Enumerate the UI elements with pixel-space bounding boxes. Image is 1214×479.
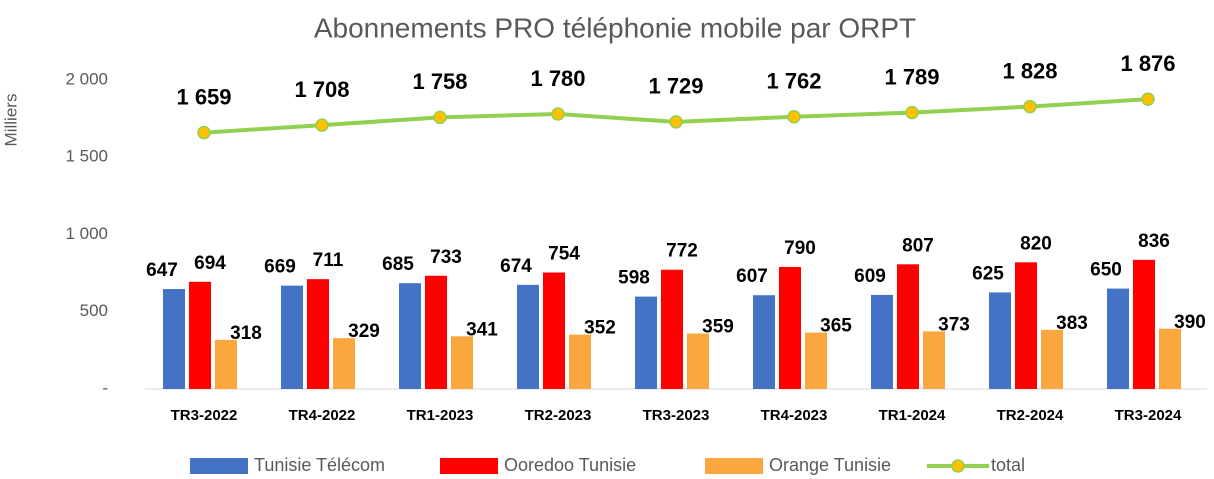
y-tick-label: 2 000 <box>65 69 108 88</box>
data-label: 733 <box>430 247 462 268</box>
data-label: 674 <box>500 256 532 277</box>
data-label: 820 <box>1020 233 1052 254</box>
bar <box>687 333 709 389</box>
bar <box>1015 262 1037 389</box>
bar <box>399 283 421 389</box>
data-label: 694 <box>194 253 226 274</box>
data-label: 650 <box>1090 260 1122 281</box>
line-marker <box>1141 92 1155 106</box>
data-label: 647 <box>146 260 178 281</box>
bar <box>1107 288 1129 389</box>
data-label: 607 <box>736 266 768 287</box>
bar <box>281 285 303 389</box>
bar <box>989 292 1011 389</box>
data-label: 790 <box>784 238 816 259</box>
x-tick-label: TR1-2023 <box>407 407 474 424</box>
data-label: 711 <box>313 250 344 271</box>
bar <box>451 336 473 389</box>
data-label: 625 <box>972 263 1004 284</box>
x-tick-label: TR4-2022 <box>289 407 356 424</box>
data-label: 836 <box>1138 231 1170 252</box>
data-label: 772 <box>666 241 698 262</box>
data-label: 1 789 <box>884 64 939 89</box>
bar <box>517 284 539 389</box>
data-label: 1 708 <box>294 77 349 102</box>
y-tick-label: 500 <box>80 301 108 320</box>
data-label: 383 <box>1056 313 1088 334</box>
chart-title: Abonnements PRO téléphonie mobile par OR… <box>314 12 916 43</box>
data-label: 685 <box>382 254 414 275</box>
data-label: 365 <box>820 316 852 337</box>
line-marker <box>905 105 919 120</box>
legend-swatch <box>190 458 248 474</box>
data-label: 807 <box>902 235 934 256</box>
y-tick-label: 1 500 <box>65 147 108 166</box>
data-label: 598 <box>618 268 650 289</box>
line-marker <box>669 115 683 129</box>
legend-label: total <box>991 455 1025 475</box>
bar <box>753 295 775 389</box>
x-tick-label: TR2-2024 <box>997 407 1064 424</box>
line-marker <box>551 107 565 121</box>
line-marker <box>433 110 447 125</box>
data-label: 1 780 <box>530 66 585 91</box>
bar <box>779 266 801 389</box>
bar <box>569 334 591 389</box>
data-label: 390 <box>1174 312 1206 333</box>
x-tick-label: TR3-2022 <box>171 407 238 424</box>
legend-marker <box>951 459 965 473</box>
y-axis-label: Milliers <box>1 94 20 147</box>
bar <box>1041 329 1063 389</box>
data-label: 359 <box>702 317 734 338</box>
data-label: 754 <box>548 244 580 265</box>
data-label: 329 <box>348 321 380 342</box>
x-tick-label: TR3-2023 <box>643 407 710 424</box>
line-marker <box>787 110 801 124</box>
line-marker <box>1023 99 1037 114</box>
data-label: 1 876 <box>1120 51 1175 76</box>
bar <box>333 338 355 389</box>
data-label: 1 729 <box>648 74 703 99</box>
data-label: 318 <box>230 323 262 344</box>
legend-label: Orange Tunisie <box>769 455 891 475</box>
line-marker <box>315 118 329 132</box>
x-tick-label: TR4-2023 <box>761 407 828 424</box>
data-label: 1 762 <box>766 69 821 94</box>
y-tick-label: - <box>102 378 108 397</box>
data-label: 341 <box>466 319 498 340</box>
data-label: 1 659 <box>176 84 231 109</box>
bar <box>1133 259 1155 389</box>
line-marker <box>197 125 211 140</box>
bar <box>543 272 565 389</box>
data-label: 609 <box>854 266 886 287</box>
bar <box>635 296 657 389</box>
legend-label: Ooredoo Tunisie <box>504 455 636 475</box>
x-tick-label: TR1-2024 <box>879 407 946 424</box>
bar <box>805 332 827 389</box>
bar <box>215 339 237 389</box>
bar <box>661 269 683 389</box>
bar <box>1159 328 1181 389</box>
data-label: 669 <box>264 257 296 278</box>
x-tick-label: TR2-2023 <box>525 407 592 424</box>
legend-label: Tunisie Télécom <box>254 455 385 475</box>
data-label: 1 828 <box>1002 58 1057 83</box>
legend-swatch <box>440 458 498 474</box>
bar <box>871 294 893 389</box>
x-tick-label: TR3-2024 <box>1115 407 1182 424</box>
data-label: 1 758 <box>412 69 467 94</box>
y-tick-label: 1 000 <box>65 224 108 243</box>
bar <box>923 331 945 389</box>
bar <box>307 279 329 389</box>
bar <box>163 289 185 389</box>
data-label: 352 <box>584 318 616 339</box>
bar <box>189 281 211 389</box>
bar <box>425 275 447 389</box>
data-label: 373 <box>938 314 970 335</box>
bar <box>897 264 919 389</box>
legend-swatch <box>705 458 763 474</box>
